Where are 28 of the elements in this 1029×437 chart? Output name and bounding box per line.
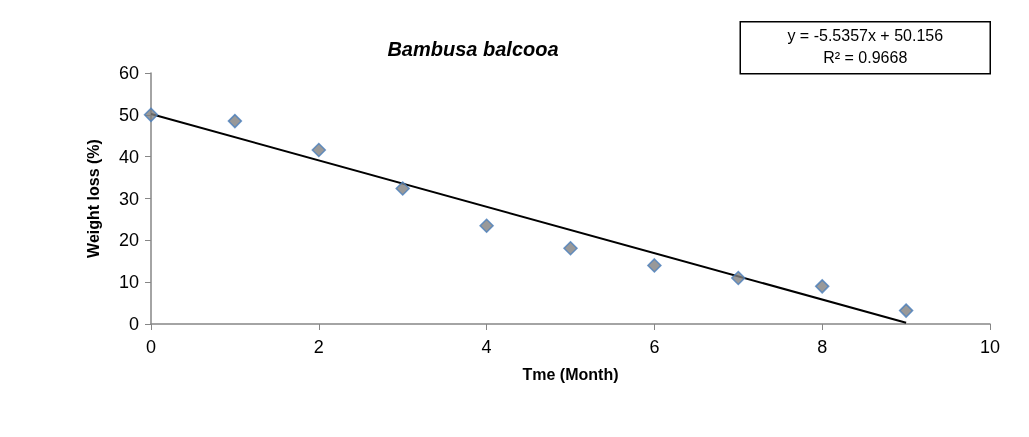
chart-title: Bambusa balcooa — [387, 38, 559, 60]
y-tick-label: 20 — [118, 230, 139, 251]
point — [563, 241, 578, 256]
point — [227, 113, 243, 129]
x-axis-title: Tme (Month) — [522, 365, 619, 383]
y-tick-label: 10 — [118, 272, 139, 293]
y-tick-label: 0 — [128, 314, 139, 334]
y-tick-label: 50 — [118, 104, 139, 125]
point — [731, 270, 746, 286]
y-tick-label: 60 — [118, 63, 139, 83]
y-tick-label: 40 — [118, 146, 139, 167]
point — [647, 258, 662, 273]
text: R² = 0.9668 — [823, 49, 908, 67]
x-tick-label: 4 — [481, 337, 492, 357]
x-tick-label: 0 — [145, 337, 157, 357]
point — [898, 303, 914, 318]
point — [311, 142, 327, 158]
y-tick-label: 30 — [118, 188, 139, 209]
x-tick-label: 10 — [979, 337, 1001, 357]
x-tick-label: 6 — [649, 337, 660, 357]
y-axis-title: Weight loss (%) — [84, 139, 102, 258]
text: y = -5.5357x + 50.156 — [787, 27, 944, 45]
point — [479, 218, 494, 233]
x-tick-label: 2 — [313, 337, 324, 357]
point — [814, 279, 830, 294]
point — [143, 107, 159, 123]
x-tick-label: 8 — [817, 337, 828, 357]
point — [395, 181, 410, 196]
